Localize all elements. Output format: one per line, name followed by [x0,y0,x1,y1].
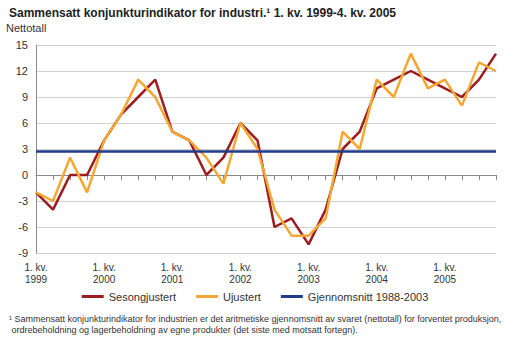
svg-text:ordrebeholdning og lagerbehold: ordrebeholdning og lagerbeholdning av eg… [9,325,358,335]
svg-text:¹ Sammensatt konjunkturindikat: ¹ Sammensatt konjunkturindikator for ind… [9,314,501,324]
svg-text:-3: -3 [18,195,28,207]
svg-text:Gjennomsnitt 1988-2003: Gjennomsnitt 1988-2003 [308,291,428,303]
svg-text:9: 9 [22,91,28,103]
svg-text:2003: 2003 [297,274,320,285]
svg-text:2000: 2000 [93,274,116,285]
svg-text:0: 0 [22,169,28,181]
svg-text:2005: 2005 [434,274,457,285]
svg-text:1. kv.: 1. kv. [365,262,388,273]
svg-text:1. kv.: 1. kv. [24,262,47,273]
svg-text:Nettotall: Nettotall [6,22,46,34]
svg-text:Sesongjustert: Sesongjustert [109,291,176,303]
svg-text:3: 3 [22,143,28,155]
svg-text:1. kv.: 1. kv. [433,262,456,273]
svg-text:-6: -6 [18,221,28,233]
svg-text:15: 15 [16,39,28,51]
svg-text:6: 6 [22,117,28,129]
svg-text:1999: 1999 [25,274,48,285]
svg-text:1. kv.: 1. kv. [229,262,252,273]
svg-text:2004: 2004 [366,274,389,285]
svg-text:-9: -9 [18,247,28,259]
svg-text:1. kv.: 1. kv. [93,262,116,273]
svg-text:2002: 2002 [229,274,252,285]
svg-text:1. kv.: 1. kv. [161,262,184,273]
svg-text:Sammensatt konjunkturindikator: Sammensatt konjunkturindikator for indus… [9,6,396,20]
svg-text:Ujustert: Ujustert [223,291,261,303]
svg-text:1. kv.: 1. kv. [297,262,320,273]
svg-text:2001: 2001 [161,274,184,285]
svg-text:12: 12 [16,65,28,77]
